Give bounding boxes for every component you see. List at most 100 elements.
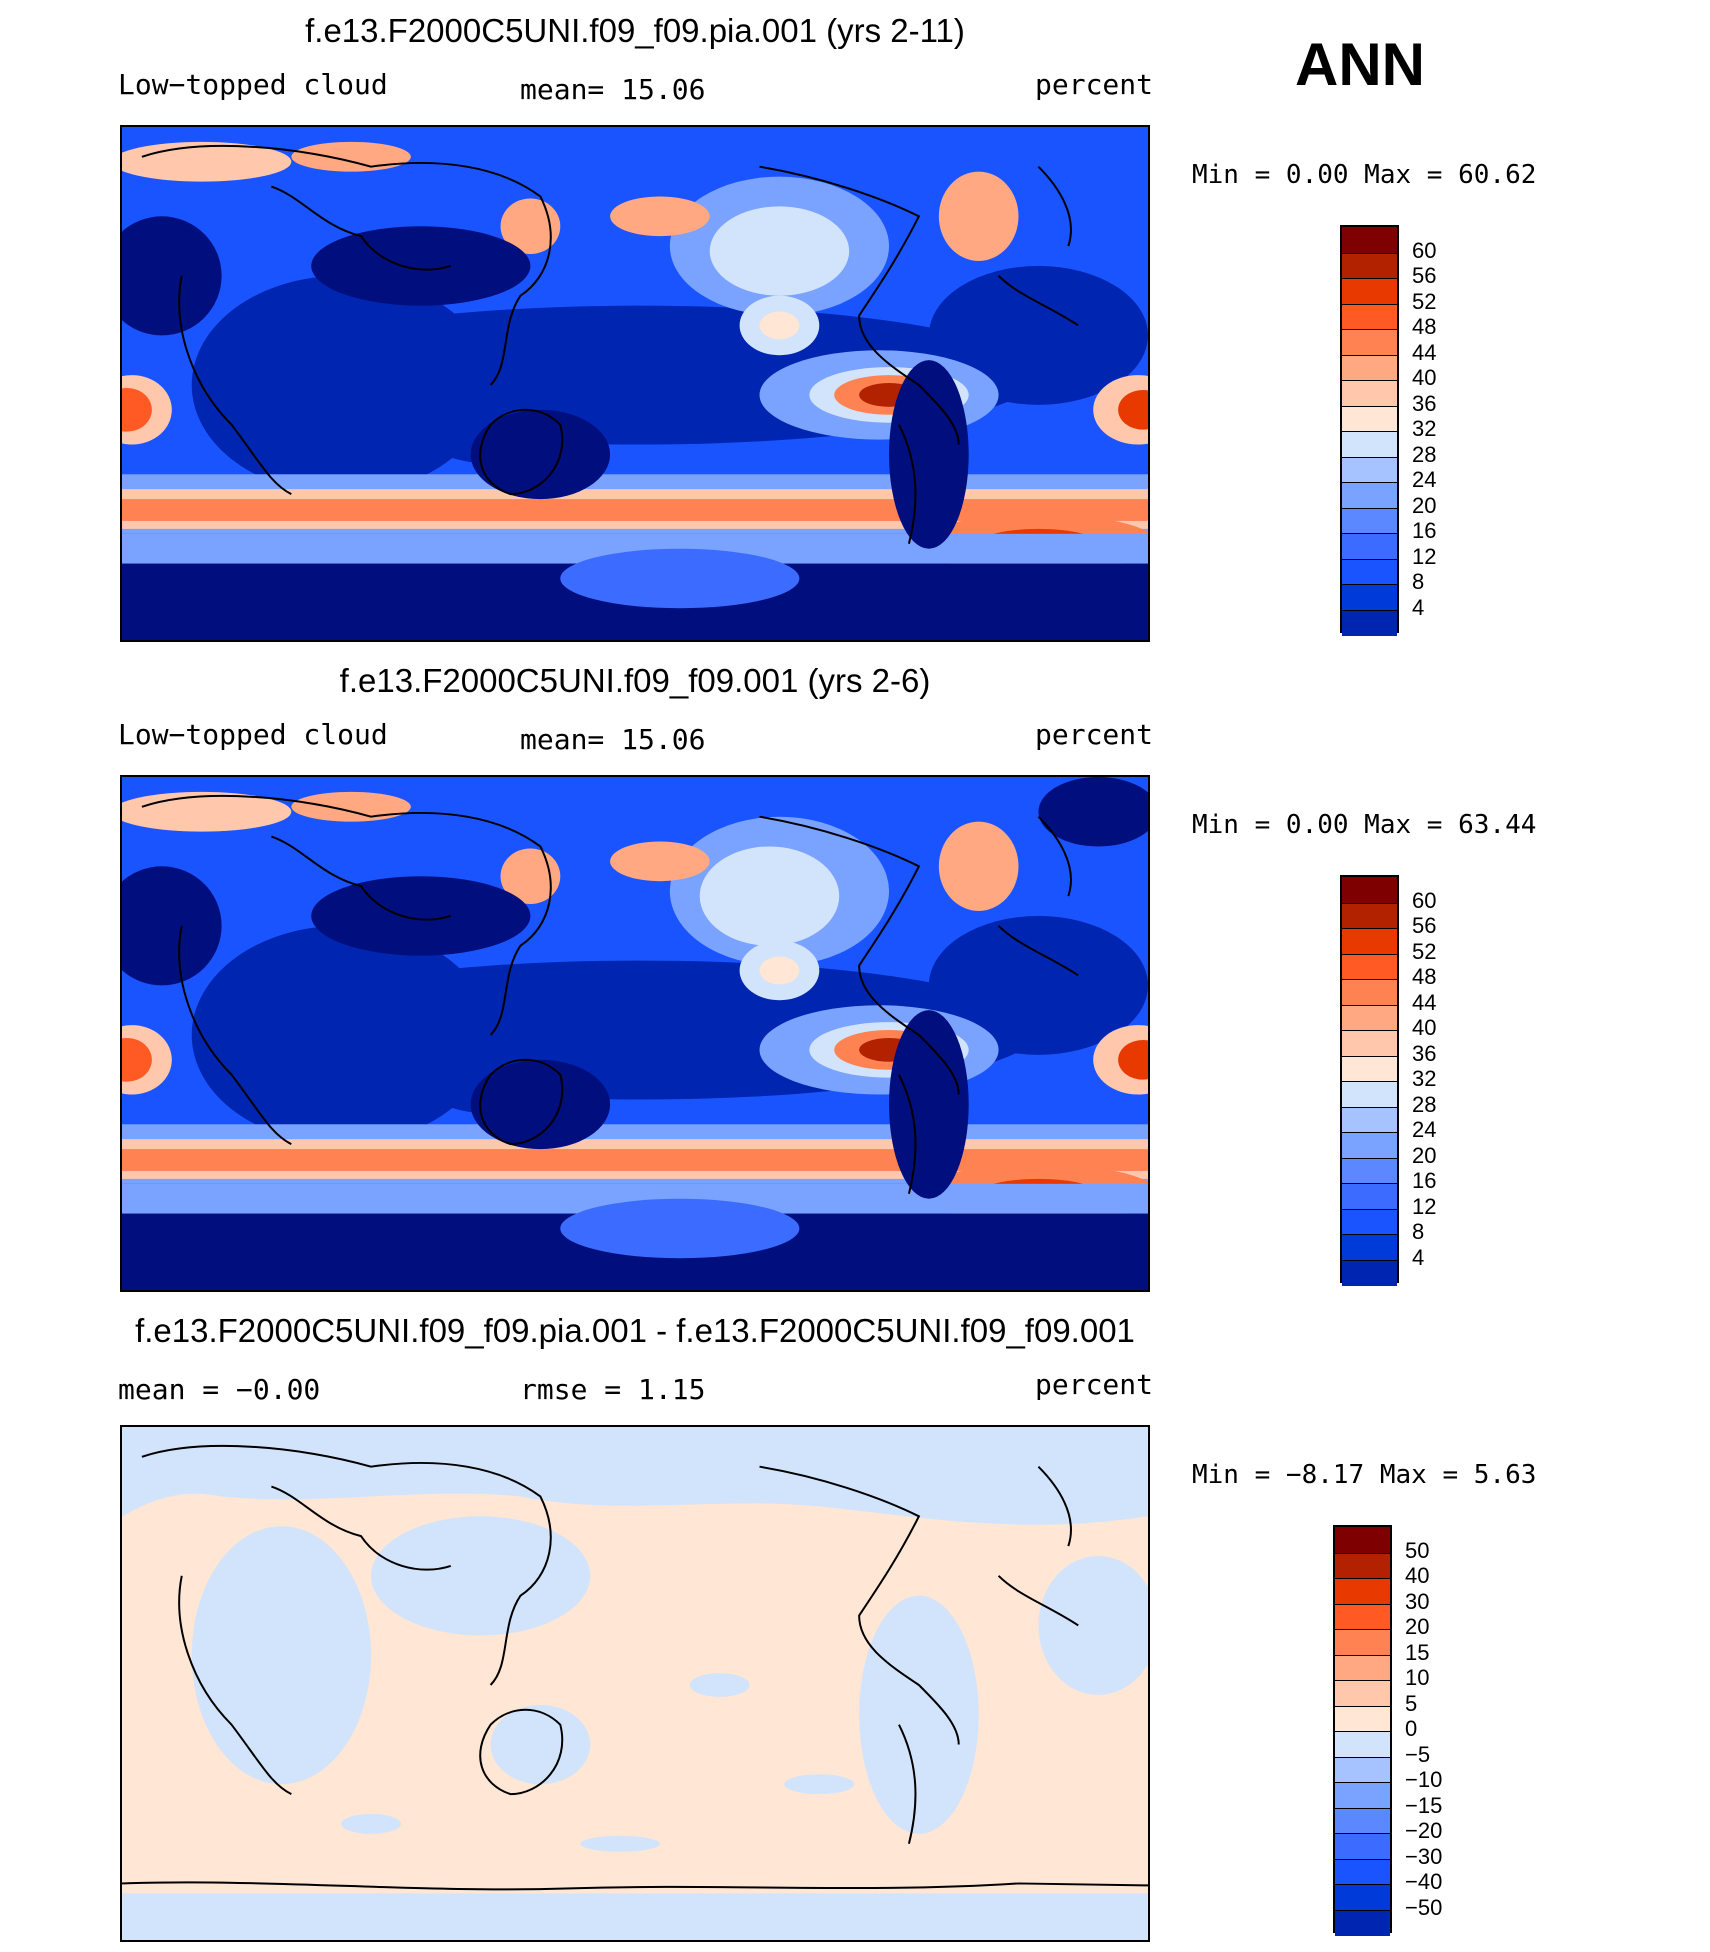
colorbar-segment [1335,1782,1390,1809]
colorbar-tick-label: 16 [1412,518,1437,543]
colorbar-tick-label: 48 [1412,964,1437,989]
panel-3-colorbar [1333,1525,1392,1936]
panel-1-mean-label: mean= 15.06 [520,73,706,106]
panel-3-map [120,1425,1150,1942]
colorbar-segment [1342,533,1397,560]
colorbar-segment [1342,1183,1397,1210]
panel-3-units-label: percent [1035,1368,1154,1401]
colorbar-segment [1342,877,1397,903]
colorbar-segment [1342,405,1397,432]
colorbar-tick-label: −15 [1405,1792,1443,1818]
colorbar-tick-label: −30 [1405,1843,1443,1869]
colorbar-tick-label: 12 [1412,543,1437,569]
colorbar-segment [1342,902,1397,929]
colorbar-segment [1342,303,1397,330]
colorbar-tick-label: 36 [1412,390,1437,416]
colorbar-segment [1342,558,1397,585]
colorbar-segment [1335,1552,1390,1579]
colorbar-tick-label: −20 [1405,1818,1443,1843]
colorbar-tick-label: 12 [1412,1193,1437,1219]
colorbar-segment [1335,1680,1390,1707]
colorbar-tick-label: 48 [1412,314,1437,339]
colorbar-segment [1335,1756,1390,1783]
colorbar-segment [1342,1234,1397,1261]
colorbar-segment [1335,1909,1390,1936]
colorbar-segment [1342,227,1397,253]
colorbar-tick-label: 4 [1412,1244,1425,1270]
colorbar-segment [1342,1106,1397,1133]
colorbar-tick-label: 20 [1405,1614,1430,1639]
colorbar-tick-label: 30 [1405,1588,1430,1614]
panel-1-min-max: Min = 0.00 Max = 60.62 [1192,160,1537,190]
colorbar-segment [1335,1807,1390,1834]
panel-2-title: f.e13.F2000C5UNI.f09_f09.001 (yrs 2-6) [339,662,931,699]
colorbar-tick-label: 28 [1412,1091,1437,1117]
panel-3-rmse-label: rmse = 1.15 [520,1373,706,1406]
colorbar-tick-label: 16 [1412,1168,1437,1193]
colorbar-segment [1342,1081,1397,1108]
colorbar-tick-label: 0 [1405,1716,1418,1741]
colorbar-tick-label: 44 [1412,339,1437,365]
colorbar-tick-label: 50 [1405,1537,1430,1563]
colorbar-tick-label: 40 [1412,365,1437,390]
colorbar-tick-label: 32 [1412,416,1437,441]
panel-1-units-label: percent [1035,68,1154,101]
colorbar-tick-label: −40 [1405,1869,1443,1894]
colorbar-segment [1335,1654,1390,1681]
colorbar-segment [1342,1208,1397,1235]
colorbar-tick-label: 56 [1412,913,1437,938]
colorbar-segment [1335,1731,1390,1758]
colorbar-segment [1335,1884,1390,1911]
colorbar-segment [1342,380,1397,407]
colorbar-tick-label: 4 [1412,594,1425,620]
panel-2-map [120,775,1150,1292]
colorbar-segment [1342,979,1397,1006]
panel-3-title: f.e13.F2000C5UNI.f09_f09.pia.001 - f.e13… [135,1312,1135,1349]
colorbar-tick-label: 52 [1412,938,1437,964]
colorbar-segment [1342,1004,1397,1031]
colorbar-segment [1342,584,1397,611]
colorbar-segment [1342,329,1397,356]
colorbar-segment [1342,456,1397,483]
colorbar-tick-label: −50 [1405,1894,1443,1920]
colorbar-tick-label: 44 [1412,989,1437,1015]
colorbar-tick-label: 40 [1405,1563,1430,1588]
colorbar-segment [1335,1629,1390,1656]
colorbar-tick-label: 20 [1412,492,1437,518]
colorbar-segment [1342,482,1397,509]
colorbar-segment [1342,1157,1397,1184]
panel-3-mean-label: mean = −0.00 [118,1373,321,1406]
colorbar-segment [1342,507,1397,534]
colorbar-segment [1342,1259,1397,1286]
colorbar-segment [1342,1055,1397,1082]
colorbar-segment [1342,953,1397,980]
colorbar-segment [1342,354,1397,381]
colorbar-segment [1342,431,1397,458]
season-title: ANN [1295,31,1425,98]
colorbar-segment [1335,1705,1390,1732]
panel-1-map [120,125,1150,642]
colorbar-tick-label: −5 [1405,1741,1431,1767]
panel-2-mean-label: mean= 15.06 [520,723,706,756]
panel-3-min-max: Min = −8.17 Max = 5.63 [1192,1460,1537,1490]
colorbar-segment [1342,1030,1397,1057]
colorbar-tick-label: 60 [1412,887,1437,913]
colorbar-tick-label: 24 [1412,467,1437,492]
colorbar-tick-label: 52 [1412,288,1437,314]
colorbar-segment [1342,252,1397,279]
colorbar-segment [1342,928,1397,955]
panel-1-variable-label: Low−topped cloud [118,68,388,101]
colorbar-tick-label: 60 [1412,237,1437,263]
colorbar-tick-label: 15 [1405,1639,1430,1665]
colorbar-tick-label: 8 [1412,1219,1425,1244]
colorbar-tick-label: 32 [1412,1066,1437,1091]
colorbar-segment [1335,1527,1390,1553]
colorbar-segment [1342,278,1397,305]
colorbar-tick-label: 40 [1412,1015,1437,1040]
colorbar-tick-label: 20 [1412,1142,1437,1168]
colorbar-tick-label: −10 [1405,1767,1443,1792]
panel-2-variable-label: Low−topped cloud [118,718,388,751]
panel-1-title: f.e13.F2000C5UNI.f09_f09.pia.001 (yrs 2-… [305,12,965,49]
panel-1-colorbar [1340,225,1399,636]
panel-2-min-max: Min = 0.00 Max = 63.44 [1192,810,1537,840]
